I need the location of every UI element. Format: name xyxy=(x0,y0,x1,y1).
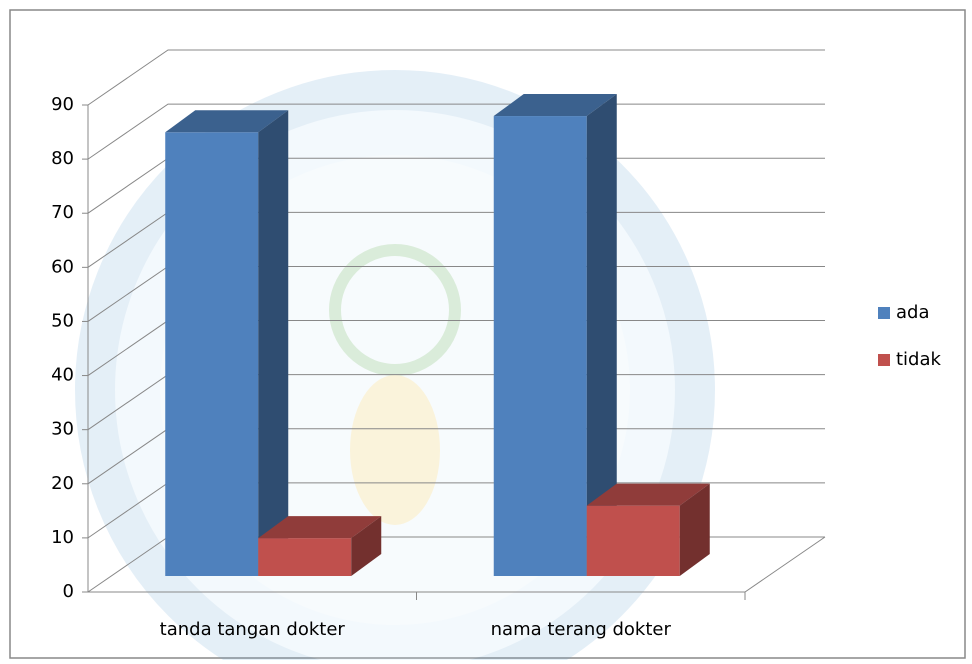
y-tick-label: 60 xyxy=(51,256,74,277)
y-tick-label: 70 xyxy=(51,202,74,223)
legend-label: ada xyxy=(896,302,930,323)
bar xyxy=(586,505,680,576)
y-tick-label: 90 xyxy=(51,94,74,115)
bar-side xyxy=(351,516,382,576)
bar-top xyxy=(493,94,617,117)
bar xyxy=(258,538,352,576)
y-tick-label: 30 xyxy=(51,419,74,440)
y-tick-label: 0 xyxy=(63,581,74,602)
bar-top xyxy=(586,483,710,506)
bar-top xyxy=(165,110,289,133)
grid-line xyxy=(87,49,825,106)
x-tick-label: tanda tangan dokter xyxy=(160,619,346,640)
y-tick-label: 80 xyxy=(51,148,74,169)
bar-side xyxy=(586,94,617,577)
x-tick-label: nama terang dokter xyxy=(491,619,672,640)
legend-swatch xyxy=(878,354,890,366)
bar xyxy=(493,116,587,577)
y-tick-label: 20 xyxy=(51,473,74,494)
bar xyxy=(165,132,259,577)
y-tick-label: 10 xyxy=(51,527,74,548)
y-tick-label: 50 xyxy=(51,310,74,331)
bar-side xyxy=(258,110,289,577)
y-tick-label: 40 xyxy=(51,365,74,386)
bar-side xyxy=(679,483,710,576)
legend-label: tidak xyxy=(896,349,942,370)
legend-swatch xyxy=(878,307,890,319)
bar-top xyxy=(258,516,382,539)
